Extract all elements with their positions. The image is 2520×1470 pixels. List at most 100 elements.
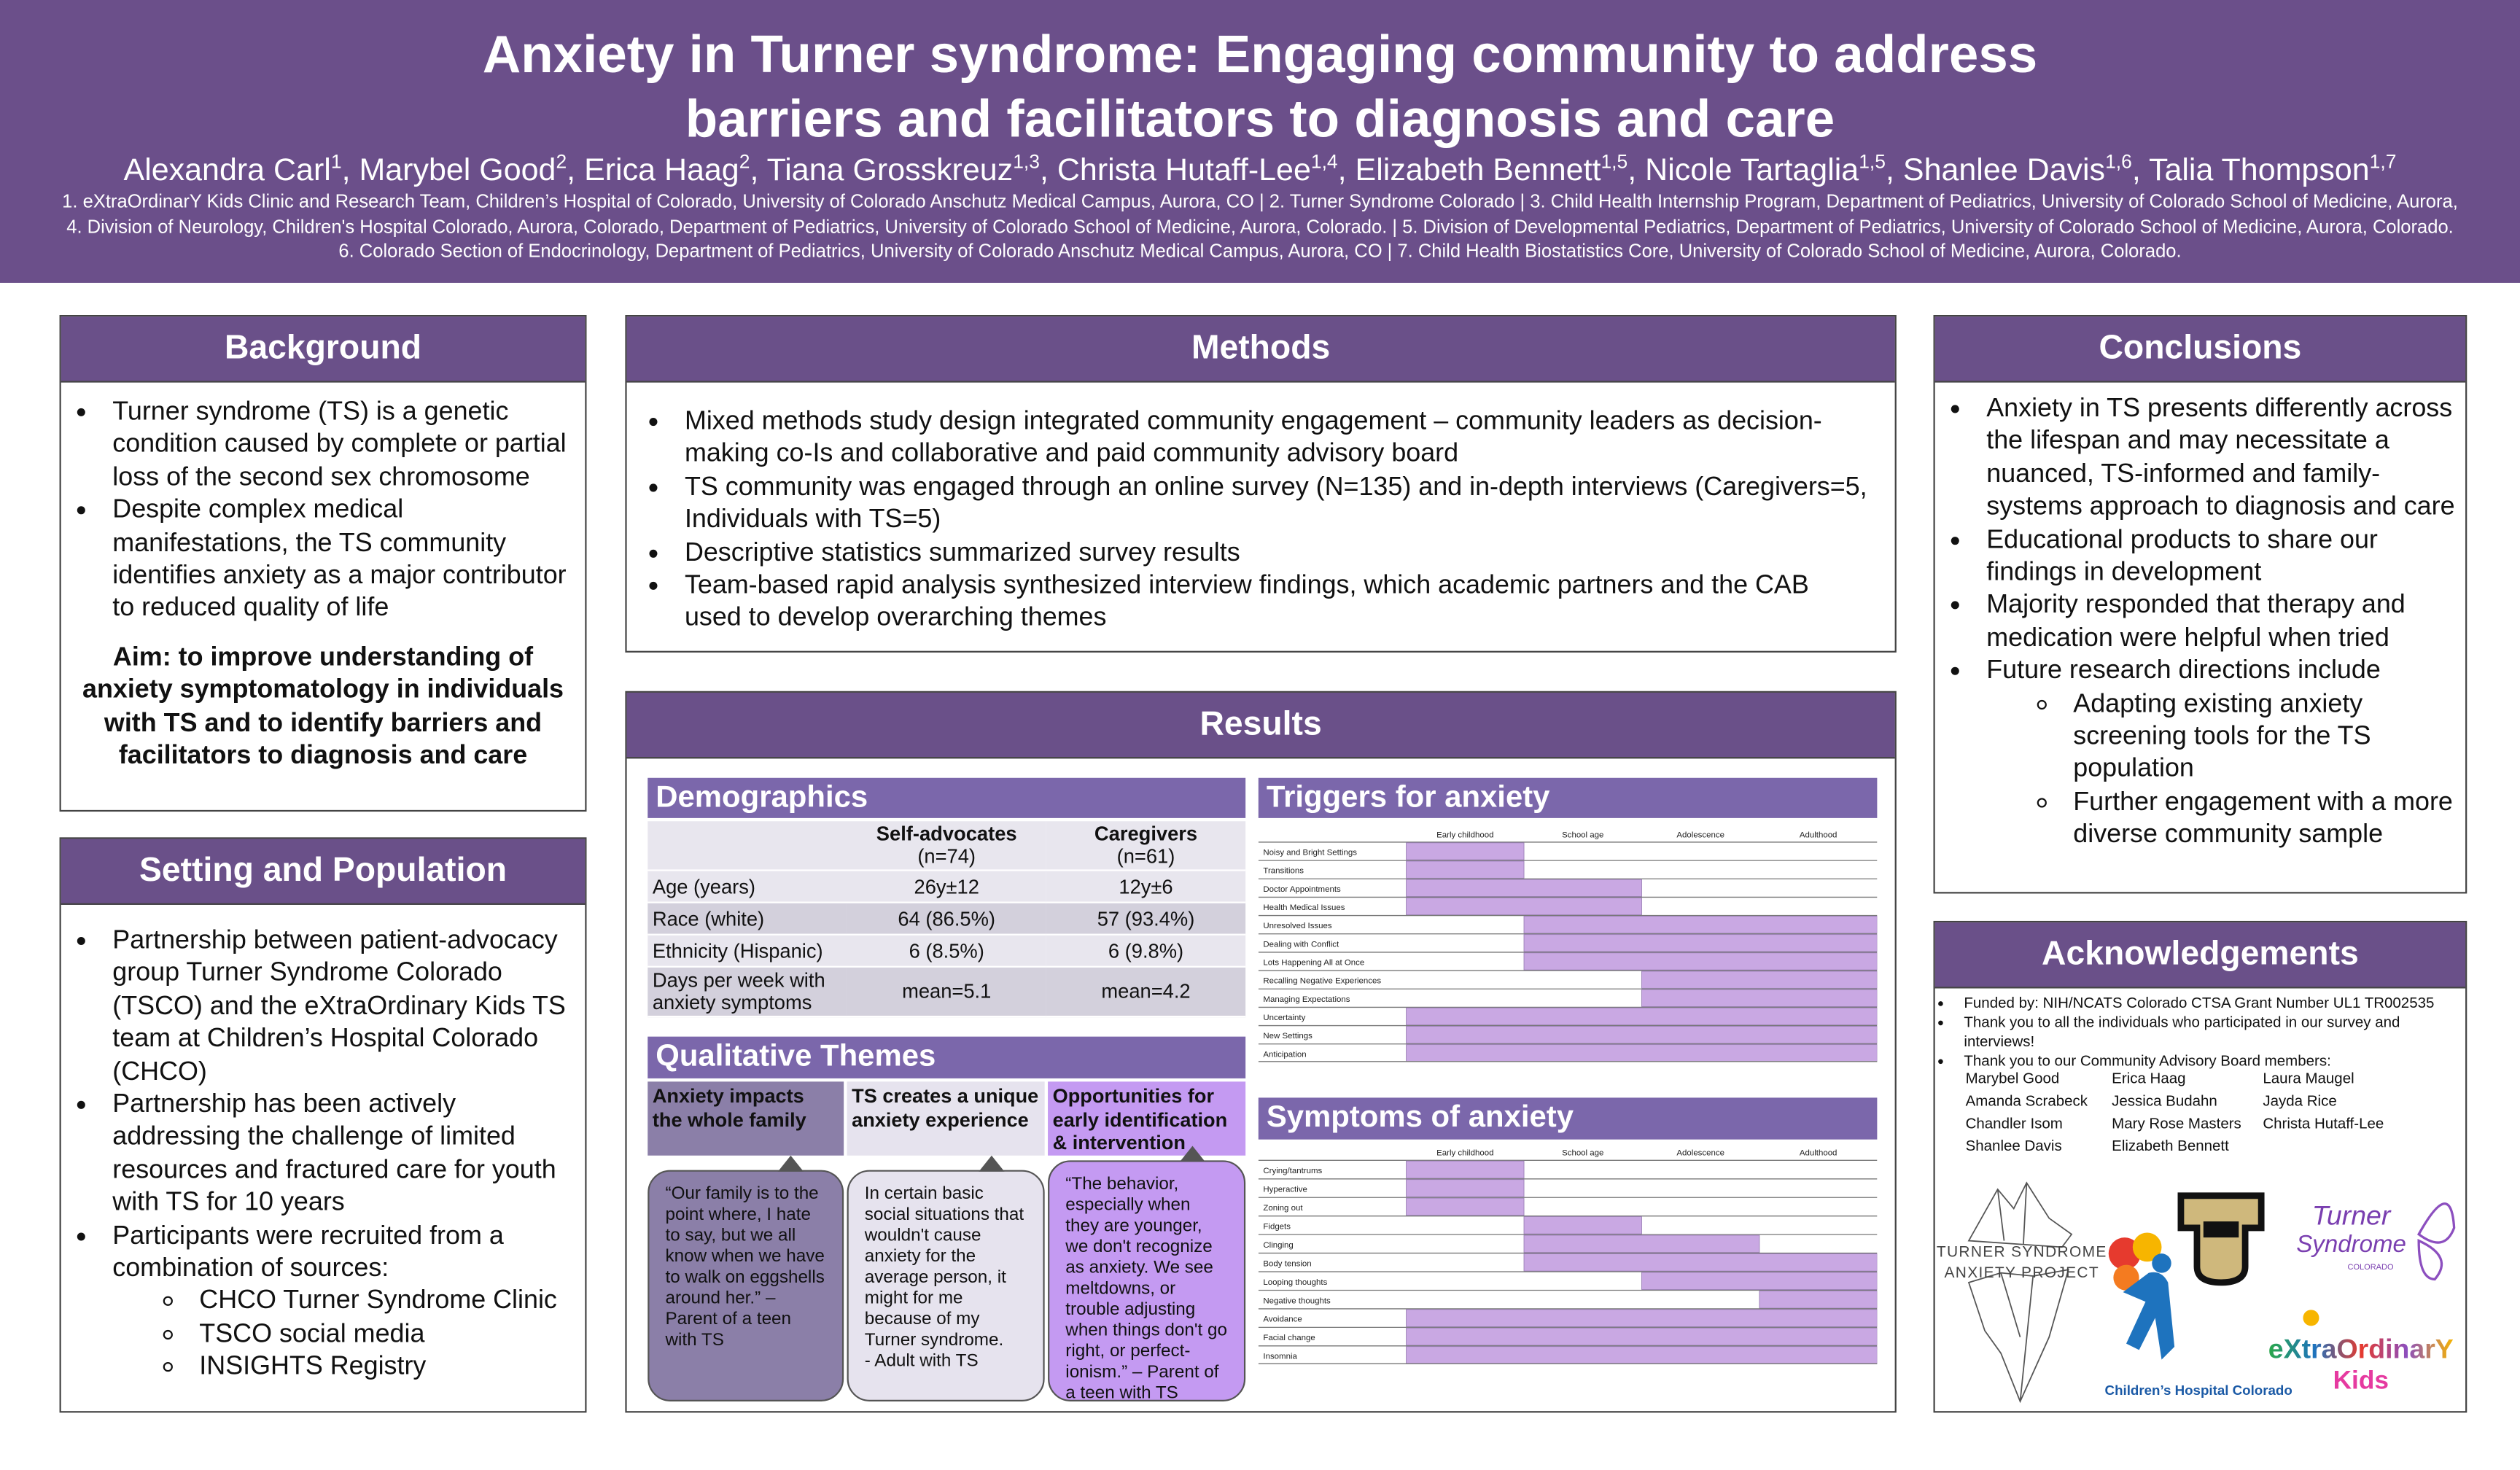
table-cell: 57 (93.4%) (1046, 902, 1246, 936)
theme-title: TS creates a unique anxiety experience (847, 1081, 1045, 1156)
stage-bar (1523, 1234, 1760, 1253)
bullet-text: Majority responded that therapy and medi… (1986, 590, 2406, 653)
column-n: (n=74) (917, 845, 976, 868)
sub-list: Adapting existing anxiety screening tool… (1986, 688, 2465, 852)
affiliation-line: 6. Colorado Section of Endocrinology, De… (338, 241, 2182, 262)
bullet: Mixed methods study design integrated co… (675, 405, 1870, 470)
member-name: Erica Haag (2112, 1070, 2186, 1086)
stage-bar (1523, 1253, 1878, 1272)
author-name: Erica Haag (584, 152, 739, 188)
stage-bar (1759, 1290, 1878, 1309)
bullet-text: Future research directions include (1986, 656, 2381, 685)
logos: TURNER SYNDROME ANXIETY PROJECT Children… (1937, 1181, 2456, 1404)
column-label: Caregivers (1094, 822, 1198, 846)
affiliation-line: 1. eXtraOrdinarY Kids Clinic and Researc… (62, 191, 2458, 212)
author-name: Nicole Tartaglia (1645, 152, 1859, 188)
header: Anxiety in Turner syndrome: Engaging com… (0, 0, 2520, 283)
author-affiliation: 2 (739, 150, 750, 173)
stage-label: School age (1562, 831, 1603, 839)
logo-text: Kids (2333, 1366, 2389, 1394)
table-header: Caregivers (n=61) (1046, 821, 1246, 871)
stage-bar (1406, 860, 1525, 879)
row-label: Negative thoughts (1263, 1296, 1331, 1305)
sub-list: CHCO Turner Syndrome ClinicTSCO social m… (112, 1285, 585, 1383)
stage-bar (1406, 1026, 1878, 1044)
row-label: Managing Expectations (1263, 995, 1350, 1004)
member-name: Jayda Rice (2263, 1092, 2337, 1109)
column-n: (n=61) (1116, 845, 1175, 868)
stage-label: Adulthood (1800, 831, 1838, 839)
bullet-text: Partnership has been actively addressing… (112, 1089, 556, 1218)
member-name: Shanlee Davis (1965, 1138, 2062, 1154)
member-name: Mary Rose Masters (2112, 1115, 2241, 1132)
authors: Alexandra Carl1, Marybel Good2, Erica Ha… (0, 151, 2520, 190)
stage-bar (1641, 1272, 1878, 1291)
row-label: Race (white) (648, 902, 847, 936)
bullet: Team-based rapid analysis synthesized in… (675, 569, 1870, 634)
member-name: Amanda Scrabeck (1965, 1092, 2088, 1109)
panel-heading: Results (626, 692, 1895, 759)
member-name: Jessica Budahn (2112, 1092, 2217, 1109)
aim: Aim: to improve understanding of anxiety… (82, 642, 564, 770)
row-label: Uncertainty (1263, 1014, 1305, 1022)
section-heading: Triggers for anxiety (1258, 777, 1878, 818)
bullet-text: Partnership between patient-advocacy gro… (112, 925, 566, 1086)
stage-bar (1406, 1007, 1878, 1026)
author-affiliation: 1,3 (1013, 150, 1040, 173)
member-name: Chandler Isom (1965, 1115, 2063, 1132)
stage-bar (1406, 1309, 1878, 1327)
separator: , (341, 152, 351, 188)
panel-heading: Setting and Population (61, 839, 586, 905)
bullet: Anxiety in TS presents differently acros… (1977, 392, 2465, 524)
bullet: Future research directions include Adapti… (1977, 655, 2465, 852)
row-label: Fidgets (1263, 1223, 1291, 1232)
bullet: TS community was engaged through an onli… (675, 470, 1870, 536)
stage-bar (1406, 1327, 1878, 1346)
row-label: Anticipation (1263, 1050, 1306, 1059)
logo-text: COLORADO (2347, 1263, 2393, 1272)
bullet: Thank you to our Community Advisory Boar… (1958, 1051, 2465, 1070)
logo-text: TURNER SYNDROME (1937, 1244, 2107, 1261)
separator: , (1039, 152, 1049, 188)
table-cell: 6 (9.8%) (1046, 934, 1246, 968)
stage-bar (1406, 879, 1642, 897)
row-label: Ethnicity (Hispanic) (648, 934, 847, 968)
author-name: Tiana Grosskreuz (766, 152, 1014, 188)
author-affiliation: 1,6 (2105, 150, 2132, 173)
table-row: Age (years) 26y±12 12y±6 (648, 870, 1246, 903)
bullet-list: Turner syndrome (TS) is a genetic condit… (61, 395, 586, 625)
logo-text: ANXIETY PROJECT (1945, 1264, 2099, 1281)
author-affiliation: 2 (556, 150, 567, 173)
conclusions-panel: Conclusions Anxiety in TS presents diffe… (1933, 315, 2468, 894)
row-label: Lots Happening All at Once (1263, 959, 1364, 968)
theme-quote: In certain basic social situations that … (847, 1155, 1045, 1401)
row-label: Transitions (1263, 867, 1304, 876)
member-name: Laura Maugel (2263, 1070, 2354, 1086)
row-label: Insomnia (1263, 1353, 1297, 1361)
author-name: Elizabeth Bennett (1355, 152, 1601, 188)
panel-heading: Background (61, 316, 586, 383)
separator: , (1337, 152, 1347, 188)
stage-label: Adolescence (1676, 831, 1724, 839)
affiliations: 1. eXtraOrdinarY Kids Clinic and Researc… (0, 190, 2520, 264)
table-body: Age (years) 26y±12 12y±6 Race (white) 64 (86… (648, 870, 1246, 1018)
row-label: Hyperactive (1263, 1186, 1307, 1194)
bullet: Funded by: NIH/NCATS Colorado CTSA Grant… (1958, 993, 2465, 1012)
row-label: Unresolved Issues (1263, 922, 1331, 930)
member-name: Christa Hutaff-Lee (2263, 1115, 2384, 1132)
section-heading: Demographics (648, 777, 1246, 818)
table-row: Ethnicity (Hispanic) 6 (8.5%) 6 (9.8%) (648, 934, 1246, 968)
row-label: Facial change (1263, 1334, 1315, 1342)
author-affiliation: 1 (330, 150, 342, 173)
title-line: barriers and facilitators to diagnosis a… (685, 88, 1835, 148)
author-name: Talia Thompson (2148, 152, 2370, 188)
member-name: Elizabeth Bennett (2112, 1138, 2229, 1154)
stage-bar (1523, 916, 1878, 934)
bullet: Despite complex medical manifestations, … (103, 494, 585, 625)
stage-label: Adolescence (1676, 1149, 1724, 1158)
demographics-table: Self-advocates (n=74) Caregivers (n=61) Ag… (648, 821, 1246, 1018)
logo-text: eXtraOrdinarY (2268, 1333, 2454, 1364)
stage-bar (1523, 934, 1878, 952)
separator: , (1628, 152, 1637, 188)
